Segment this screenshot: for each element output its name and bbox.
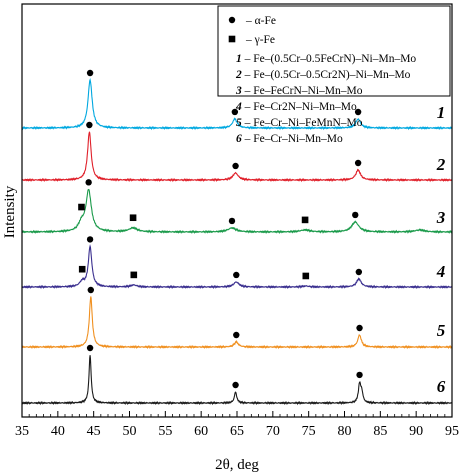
alpha-fe-marker [85, 179, 92, 186]
legend-entries: 1 – Fe–(0.5Cr–0.5FeCrN)–Ni–Mn–Mo 2 – Fe–(… [235, 53, 416, 145]
alpha-fe-marker [86, 236, 94, 243]
gamma-fe-marker [78, 265, 86, 273]
legend-entry-4: 4 – Fe–Cr2N–Ni–Mn–Mo [235, 101, 357, 113]
x-axis-title: 2θ, deg [215, 457, 259, 473]
alpha-fe-legend-symbol [228, 16, 236, 24]
legend-entry-2: 2 – Fe–(0.5Cr–0.5Cr2N)–Ni–Mn–Mo [235, 69, 411, 81]
alpha-fe-marker [87, 286, 95, 294]
series-trace-3 [21, 188, 453, 235]
series-number-2: 2 [436, 155, 446, 174]
alpha-fe-legend-label: – α-Fe [245, 15, 276, 27]
alpha-fe-marker [86, 69, 94, 77]
alpha-fe-marker [355, 268, 363, 276]
legend-entry-5: 5 – Fe–Cr–Ni–FeMnN–Mo [236, 117, 363, 129]
x-tick-label: 85 [373, 424, 387, 439]
series-number-4: 4 [436, 262, 446, 281]
alpha-fe-marker [354, 159, 362, 167]
x-axis: 35 40 45 50 55 60 65 70 75 80 85 90 95 [15, 411, 459, 439]
series-number-3: 3 [436, 208, 446, 227]
y-axis-title: Intensity [2, 185, 18, 238]
gamma-fe-legend-label: – γ-Fe [245, 34, 275, 46]
alpha-fe-marker [354, 108, 362, 116]
alpha-fe-marker [233, 271, 240, 279]
gamma-fe-marker [301, 216, 309, 224]
alpha-fe-marker [228, 217, 236, 225]
x-tick-label: 70 [266, 424, 280, 439]
series-trace-4 [21, 244, 453, 290]
alpha-fe-marker [352, 211, 359, 219]
gamma-fe-marker [129, 214, 137, 222]
gamma-fe-marker [78, 203, 85, 211]
alpha-fe-marker [231, 108, 239, 116]
series-number-5: 5 [437, 321, 446, 340]
series-trace-5 [21, 296, 453, 350]
phase-markers [78, 69, 363, 389]
alpha-fe-marker [233, 331, 240, 339]
x-tick-label: 50 [123, 424, 137, 439]
x-tick-label: 95 [445, 424, 459, 439]
series-trace-6 [21, 355, 453, 406]
gamma-fe-marker [302, 272, 310, 280]
x-tick-label: 35 [15, 424, 29, 439]
gamma-fe-marker [130, 271, 138, 279]
diffraction-traces [21, 77, 453, 406]
x-tick-label: 80 [338, 424, 352, 439]
x-tick-label: 55 [158, 424, 172, 439]
x-tick-label: 40 [51, 424, 65, 439]
gamma-fe-legend-symbol [228, 35, 236, 43]
x-tick-label: 90 [409, 424, 423, 439]
legend-box [217, 5, 451, 97]
series-trace-1 [21, 77, 453, 131]
alpha-fe-marker [86, 121, 93, 129]
legend-entry-1: 1 – Fe–(0.5Cr–0.5FeCrN)–Ni–Mn–Mo [236, 53, 416, 65]
legend: – α-Fe – γ-Fe [217, 5, 451, 97]
series-number-1: 1 [437, 103, 446, 122]
series-trace-2 [21, 131, 453, 183]
x-tick-label: 45 [87, 424, 101, 439]
legend-entry-3: 3 – Fe–FeCrN–Ni–Mn–Mo [235, 85, 363, 97]
alpha-fe-marker [86, 344, 94, 352]
x-tick-label: 60 [194, 424, 208, 439]
alpha-fe-marker [232, 162, 239, 170]
legend-entry-6: 6 – Fe–Cr–Ni–Mn–Mo [236, 133, 343, 145]
alpha-fe-marker [356, 324, 363, 332]
alpha-fe-marker [232, 381, 239, 389]
series-numbers: 1 2 3 4 5 6 [436, 103, 446, 396]
series-number-6: 6 [437, 377, 446, 396]
x-tick-label: 75 [302, 424, 316, 439]
alpha-fe-marker [356, 371, 363, 379]
x-tick-label: 65 [230, 424, 244, 439]
